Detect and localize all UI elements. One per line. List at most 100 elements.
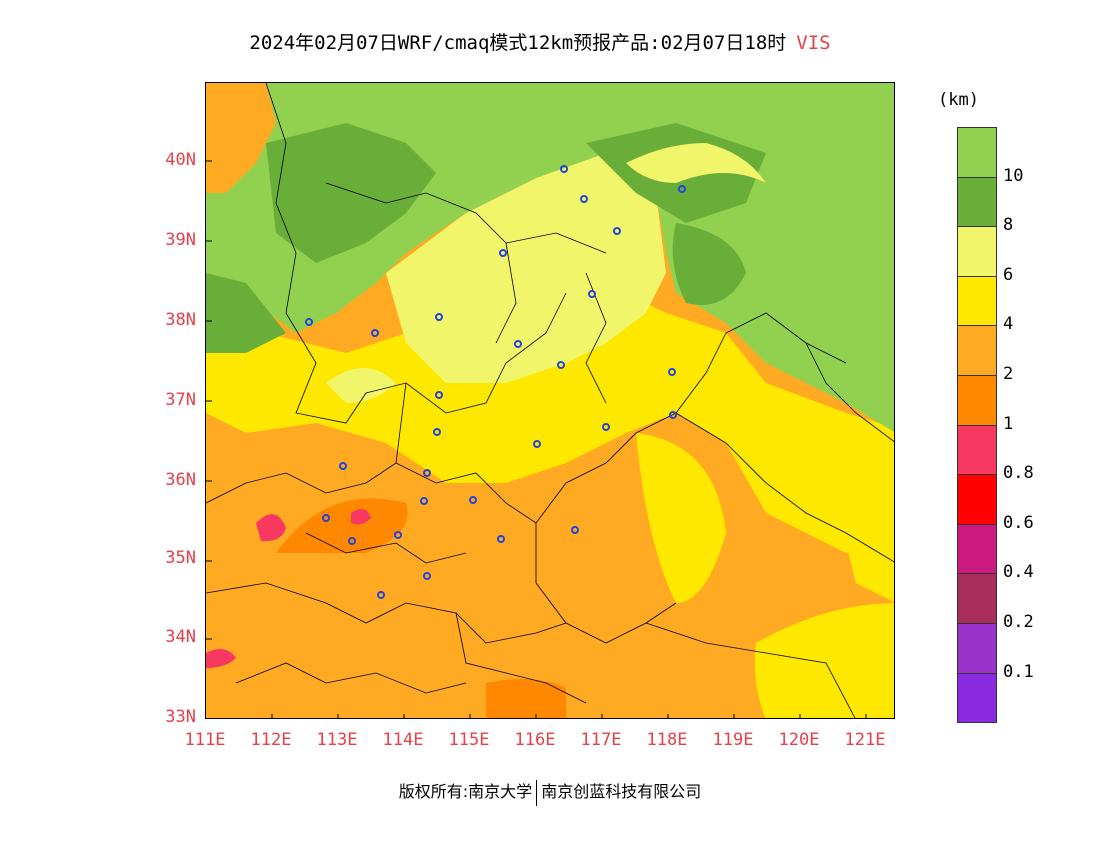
city-marker: [423, 469, 431, 477]
city-marker: [435, 313, 443, 321]
vis-field-yellow-light-west: [326, 368, 396, 403]
city-marker: [377, 591, 385, 599]
lon-label: 119E: [712, 730, 754, 750]
colorbar-swatch: [958, 425, 996, 476]
colorbar-label: 0.6: [1003, 512, 1034, 533]
city-marker: [469, 496, 477, 504]
vis-field-yellow-coast: [836, 483, 894, 602]
colorbar-swatch: [958, 177, 996, 228]
city-marker: [602, 423, 610, 431]
copyright-footer: 版权所有:南京大学 南京创蓝科技有限公司: [0, 778, 1100, 806]
colorbar-label: 8: [1003, 215, 1014, 236]
vis-field-orange-west: [276, 498, 408, 553]
colorbar-swatch: [958, 128, 996, 178]
boundaries: [206, 83, 894, 718]
city-markers: [305, 165, 686, 599]
lon-label: 118E: [646, 730, 688, 750]
lat-label: 34N: [165, 627, 196, 647]
colorbar-swatch: [958, 624, 996, 674]
visibility-map: [206, 83, 894, 718]
vis-field-pink-3: [206, 649, 236, 668]
lon-label: 115E: [448, 730, 490, 750]
vis-field-orange-nw: [206, 83, 276, 193]
footer-left: 版权所有:南京大学: [398, 782, 533, 801]
lon-label: 120E: [778, 730, 820, 750]
colorbar-swatch: [958, 475, 996, 525]
lon-label: 111E: [184, 730, 226, 750]
vis-field-yellow-southeast: [754, 603, 894, 718]
city-marker: [348, 537, 356, 545]
city-marker: [514, 340, 522, 348]
colorbar-label: 6: [1003, 264, 1014, 285]
colorbar-label: 10: [1003, 165, 1024, 186]
vis-field-pink-1: [256, 514, 286, 542]
colorbar-label: 0.4: [1003, 562, 1034, 583]
city-marker: [497, 535, 505, 543]
lat-label: 39N: [165, 230, 196, 250]
city-marker: [305, 318, 313, 326]
city-marker: [588, 290, 596, 298]
colorbar-label: 0.2: [1003, 612, 1034, 632]
colorbar-label: 0.8: [1003, 463, 1034, 484]
lat-label: 33N: [165, 707, 196, 727]
city-marker: [394, 531, 402, 539]
city-marker: [423, 572, 431, 580]
city-marker: [571, 526, 579, 534]
city-marker: [580, 195, 588, 203]
chart-title: 2024年02月07日WRF/cmaq模式12km预报产品:02月07日18时 V…: [0, 28, 1080, 55]
city-marker: [435, 391, 443, 399]
title-main: 2024年02月07日WRF/cmaq模式12km预报产品:02月07日18时: [249, 32, 787, 54]
city-marker: [322, 514, 330, 522]
city-marker: [678, 185, 686, 193]
vis-field-yellow-east: [636, 433, 726, 603]
vis-field-green-dark-ne: [672, 223, 746, 305]
colorbar-swatch: [958, 326, 996, 376]
lat-label: 38N: [165, 310, 196, 330]
city-marker: [669, 411, 677, 419]
axis-ticks: [206, 160, 867, 718]
vis-field-yellow-light: [386, 153, 666, 383]
colorbar-swatch: [958, 376, 996, 426]
colorbar-swatch: [958, 276, 996, 327]
city-marker: [499, 249, 507, 257]
colorbar-swatch: [958, 524, 996, 575]
city-marker: [613, 227, 621, 235]
footer-right: 南京创蓝科技有限公司: [541, 782, 702, 801]
colorbar-swatch: [958, 673, 996, 724]
lon-label: 114E: [382, 730, 424, 750]
lat-label: 40N: [165, 150, 196, 170]
city-marker: [339, 462, 347, 470]
lon-label: 116E: [514, 730, 556, 750]
vis-field-orange-bottom: [486, 679, 566, 718]
vis-field-orange-south: [206, 413, 894, 718]
colorbar-swatch: [958, 227, 996, 277]
vis-field-green-dark-west: [206, 273, 286, 353]
city-marker: [557, 361, 565, 369]
colorbar: [957, 127, 997, 724]
lon-label: 112E: [250, 730, 292, 750]
footer-separator: [536, 779, 538, 806]
title-variable: VIS: [796, 32, 831, 54]
colorbar-unit: (km): [938, 90, 979, 110]
city-marker: [560, 165, 568, 173]
colorbar-label: 4: [1003, 314, 1014, 335]
lat-label: 36N: [165, 470, 196, 490]
city-marker: [433, 428, 441, 436]
vis-field-yellow-north: [206, 273, 894, 553]
lon-label: 121E: [844, 730, 886, 750]
colorbar-label: 1: [1003, 413, 1014, 434]
lon-label: 113E: [316, 730, 358, 750]
colorbar-label: 0.1: [1003, 661, 1034, 682]
city-marker: [533, 440, 541, 448]
colorbar-label: 2: [1003, 364, 1014, 384]
lon-label: 117E: [580, 730, 622, 750]
city-marker: [371, 329, 379, 337]
map-panel: [205, 82, 895, 719]
lat-label: 37N: [165, 390, 196, 410]
vis-field-green-dark-nw: [266, 123, 436, 263]
city-marker: [668, 368, 676, 376]
vis-field-yellow-light-north: [626, 143, 766, 183]
city-marker: [420, 497, 428, 505]
colorbar-swatch: [958, 574, 996, 624]
vis-field-pink-2: [351, 509, 371, 525]
